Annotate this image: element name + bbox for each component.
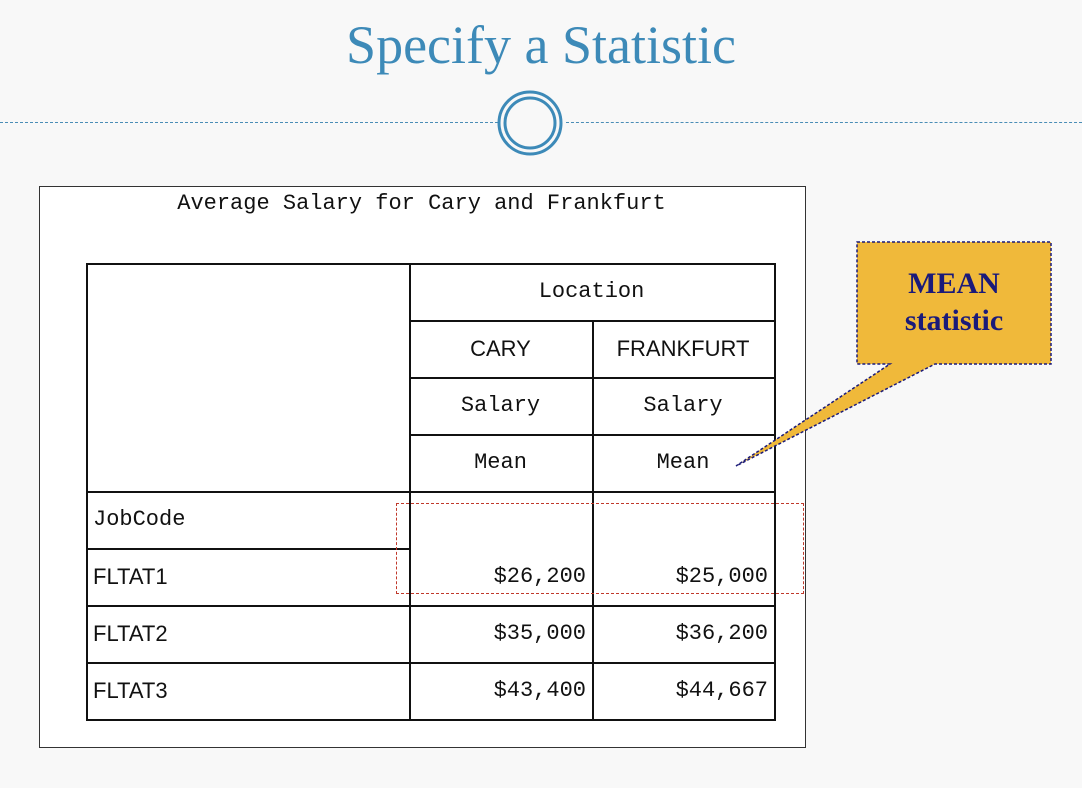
table-cell-frankfurt: $36,200 bbox=[592, 605, 776, 664]
table-cell-cary: $35,000 bbox=[409, 605, 594, 664]
jobcode-label: JobCode bbox=[86, 491, 411, 550]
empty-cell bbox=[592, 491, 776, 550]
cary-header: CARY bbox=[409, 320, 594, 379]
frankfurt-header: FRANKFURT bbox=[592, 320, 776, 379]
salary-header-frankfurt: Salary bbox=[592, 377, 776, 436]
callout-line-1: MEAN bbox=[908, 267, 1000, 300]
table-cell-frankfurt: $25,000 bbox=[592, 548, 776, 607]
mean-statistic-callout: MEAN statistic bbox=[857, 265, 1051, 339]
divider-left bbox=[0, 122, 498, 123]
divider-right bbox=[566, 122, 1082, 123]
report-output-box bbox=[39, 186, 806, 748]
empty-cell bbox=[409, 491, 594, 550]
table-row-label: FLTAT3 bbox=[86, 662, 411, 721]
salary-header-cary: Salary bbox=[409, 377, 594, 436]
mean-header-frankfurt: Mean bbox=[592, 434, 776, 493]
table-row-label: FLTAT1 bbox=[86, 548, 411, 607]
circle-ornament-icon bbox=[497, 90, 563, 156]
table-row-label: FLTAT2 bbox=[86, 605, 411, 664]
callout-line-2: statistic bbox=[904, 304, 1004, 337]
table-cell-cary: $43,400 bbox=[409, 662, 594, 721]
report-title: Average Salary for Cary and Frankfurt bbox=[177, 191, 666, 216]
table-cell-cary: $26,200 bbox=[409, 548, 594, 607]
slide-title: Specify a Statistic bbox=[346, 15, 736, 75]
table-top-border bbox=[86, 263, 776, 265]
mean-values-highlight bbox=[396, 503, 804, 594]
table-cell-frankfurt: $44,667 bbox=[592, 662, 776, 721]
mean-header-cary: Mean bbox=[409, 434, 594, 493]
